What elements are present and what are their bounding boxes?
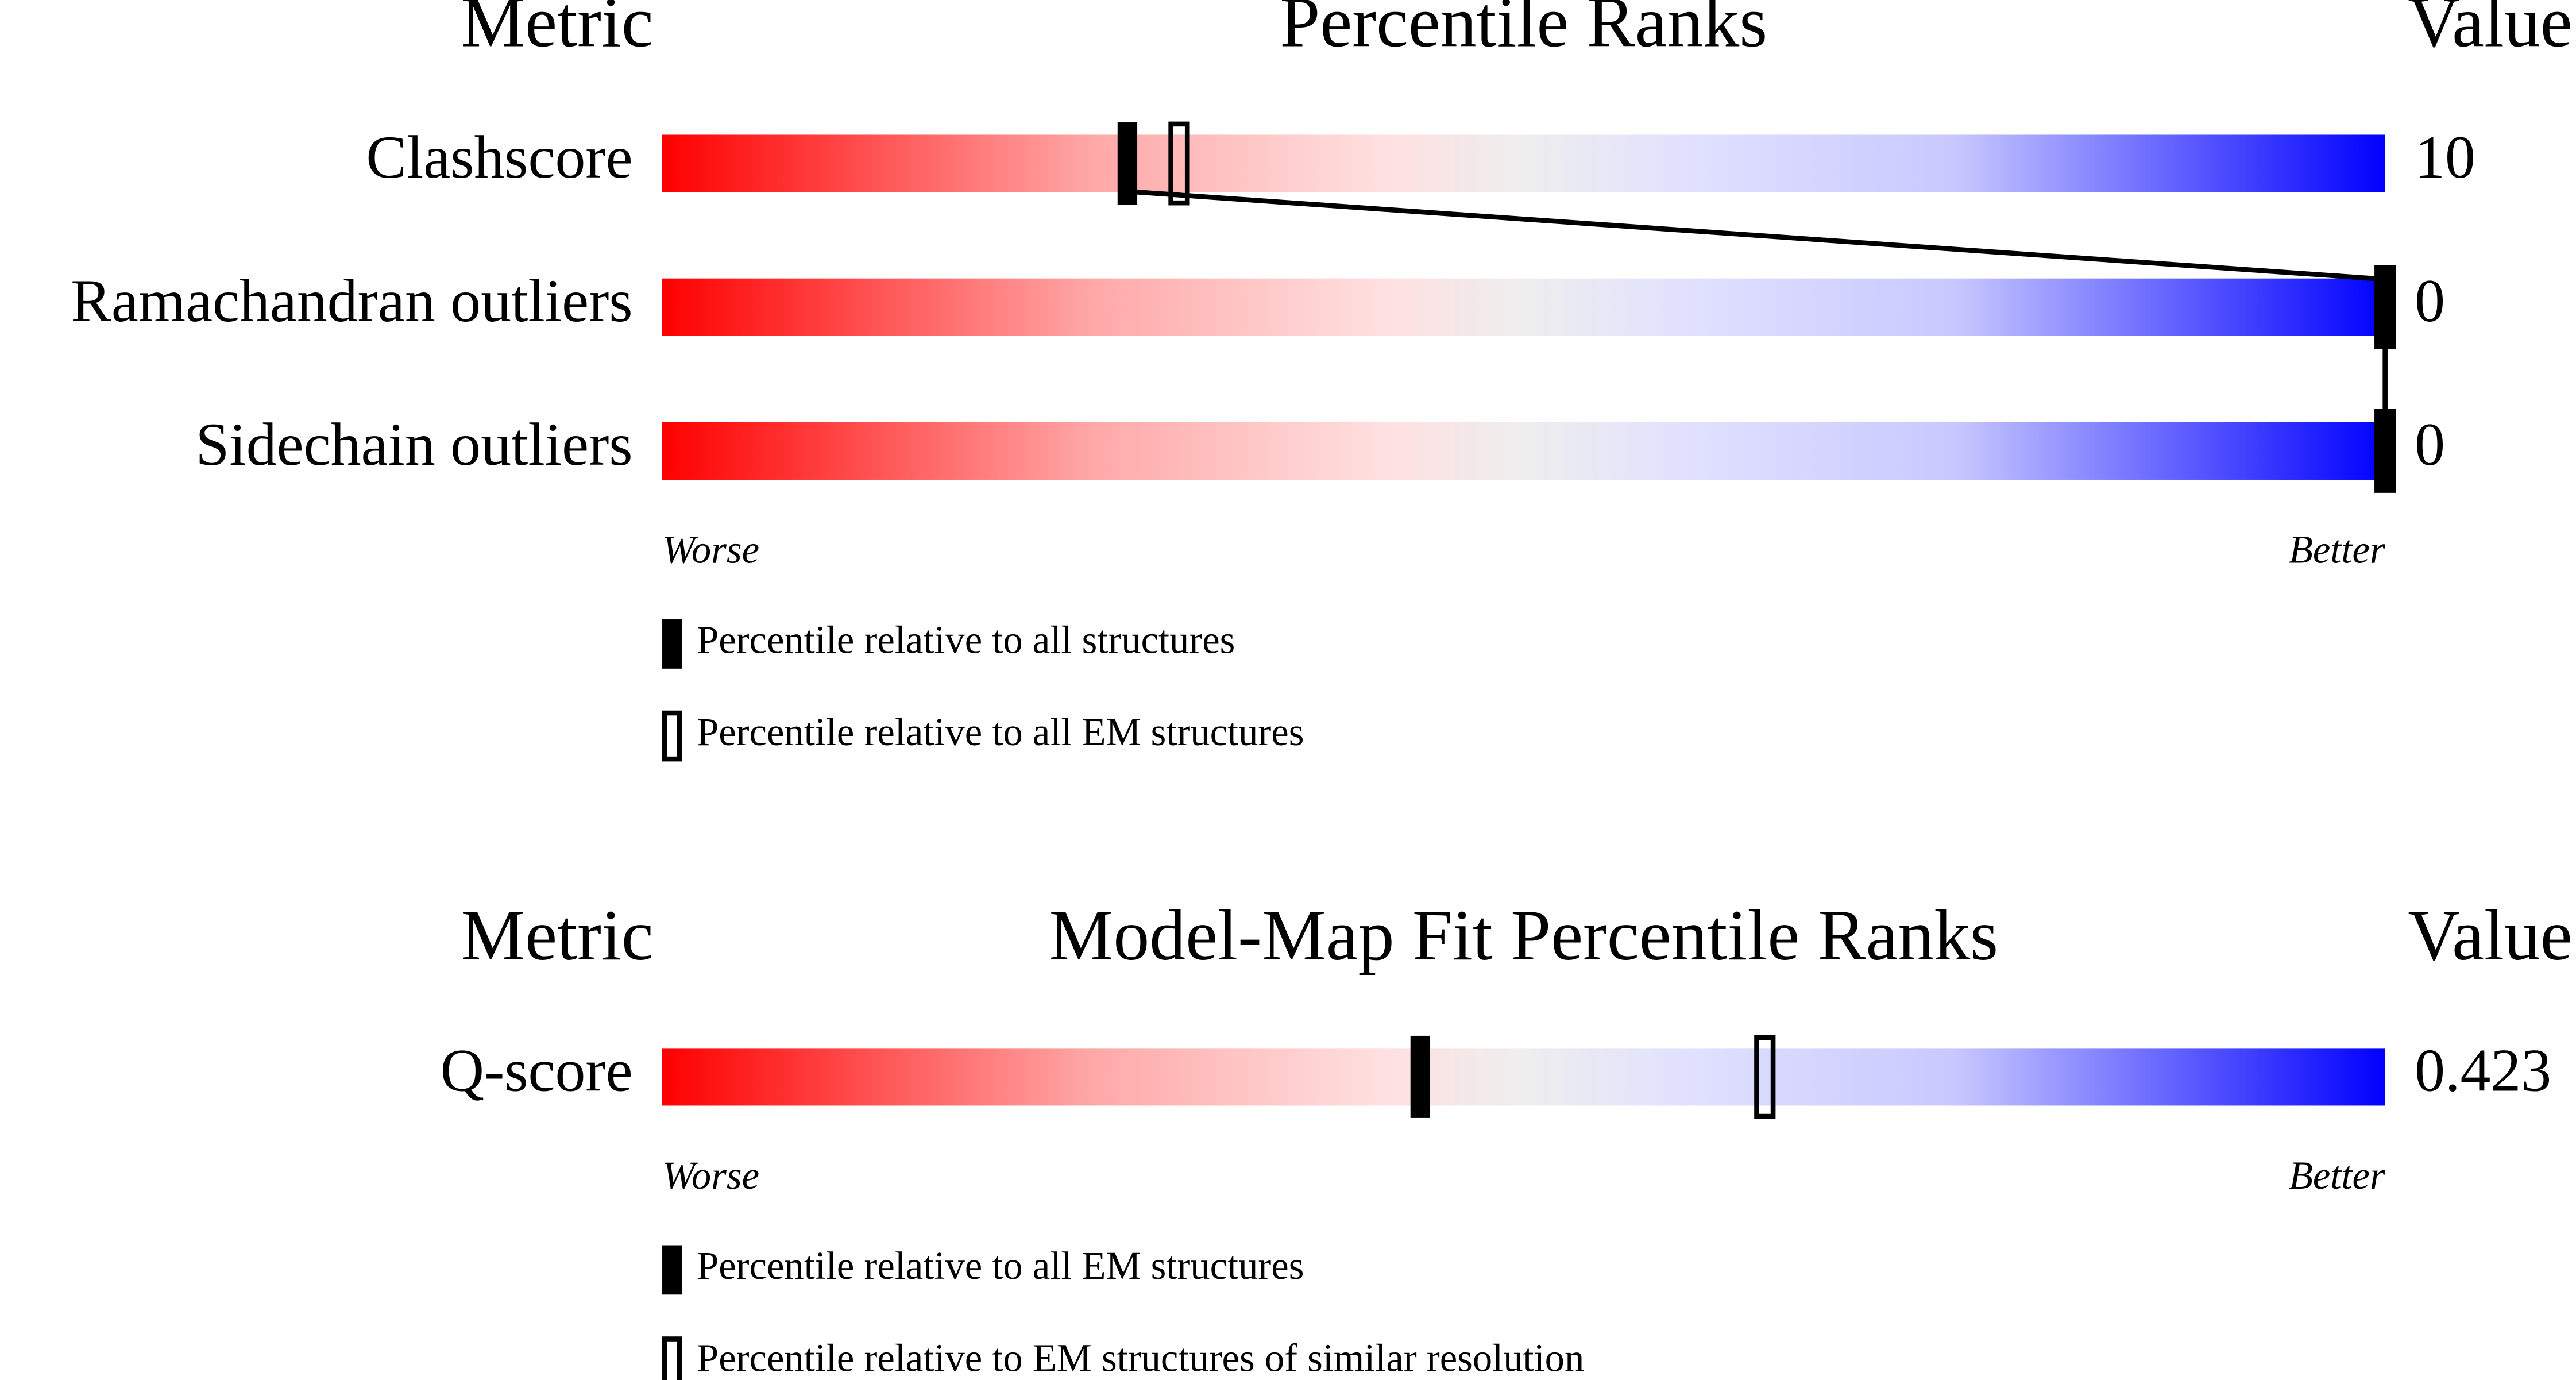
- slider-bar: [662, 422, 2385, 480]
- percentile-marker-open: [1168, 121, 1190, 206]
- metric-label: Ramachandran outliers: [71, 267, 632, 334]
- metric-value: 0: [2415, 411, 2445, 478]
- legend-swatch-open: [662, 1336, 682, 1380]
- worse-label: Worse: [662, 527, 759, 571]
- better-label: Better: [2289, 1154, 2385, 1197]
- chart-title: Percentile Ranks: [1280, 0, 1767, 62]
- percentile-marker: [2375, 410, 2395, 492]
- legend-label: Percentile relative to EM structures of …: [697, 1336, 1584, 1379]
- legend-swatch: [662, 1245, 682, 1295]
- slider-bar: [662, 1048, 2385, 1106]
- metric-label: Sidechain outliers: [196, 411, 633, 478]
- slider-bar: [662, 134, 2385, 192]
- percentile-marker-open: [1754, 1035, 1776, 1119]
- slider-bar: [662, 278, 2385, 336]
- connector: [1127, 188, 2385, 282]
- legend-label: Percentile relative to all EM structures: [697, 710, 1304, 754]
- worse-label: Worse: [662, 1154, 759, 1197]
- chart-title: Model-Map Fit Percentile Ranks: [1049, 896, 1999, 976]
- legend-label: Percentile relative to all EM structures: [697, 1244, 1304, 1288]
- percentile-marker: [1410, 1035, 1431, 1118]
- metric-label: Q-score: [441, 1037, 633, 1104]
- value-header: Value: [2408, 896, 2572, 976]
- legend-label: Percentile relative to all structures: [697, 618, 1235, 662]
- legend-swatch-open: [662, 710, 682, 762]
- metric-header: Metric: [461, 0, 653, 62]
- metric-label: Clashscore: [366, 124, 632, 191]
- metric-value: 0.423: [2415, 1037, 2551, 1104]
- metric-header: Metric: [461, 896, 653, 976]
- metric-value: 0: [2415, 267, 2445, 334]
- metric-value: 10: [2415, 124, 2475, 191]
- value-header: Value: [2408, 0, 2572, 62]
- better-label: Better: [2289, 527, 2385, 571]
- legend-swatch: [662, 619, 682, 669]
